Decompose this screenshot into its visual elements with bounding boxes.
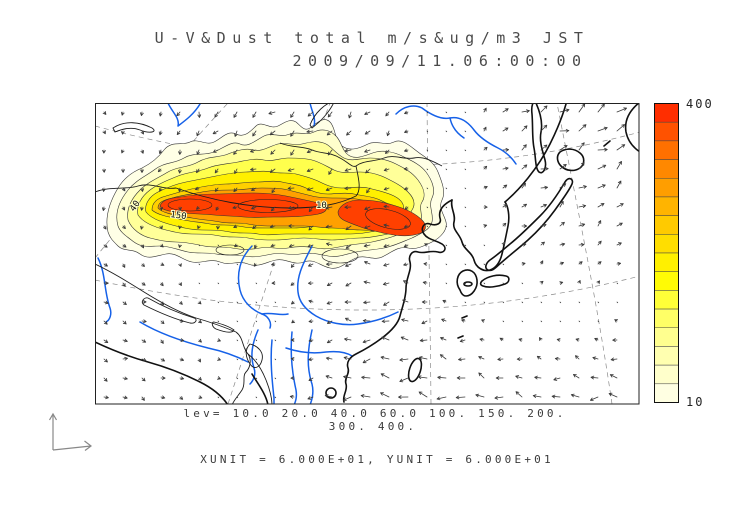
contour-label-10: 10 <box>316 201 327 211</box>
coastline-layer <box>95 103 639 404</box>
colorbar: 400 10 <box>654 97 714 409</box>
plot-title: U-V&Dust total m/s&ug/m3 JST <box>155 29 590 47</box>
colorbar-frame <box>654 103 679 403</box>
wind-vector-field <box>102 103 627 401</box>
dust-concentration-contours <box>106 119 447 269</box>
colorbar-max-label: 400 <box>686 97 714 111</box>
colorbar-segments <box>654 103 679 403</box>
map-frame <box>95 103 640 405</box>
colorbar-min-label: 10 <box>686 395 704 409</box>
river-layer <box>97 103 517 404</box>
map-area: 40 150 10 <box>95 103 639 404</box>
contour-label-150: 150 <box>170 210 187 222</box>
plot-timestamp: 2009/09/11.06:00:00 <box>292 52 587 70</box>
contour-levels-line2: 300. 400. <box>329 420 417 433</box>
axis-arrows-icon <box>48 412 92 451</box>
vector-units-label: XUNIT = 6.000E+01, YUNIT = 6.000E+01 <box>200 453 554 466</box>
contour-levels-line1: lev= 10.0 20.0 40.0 60.0 100. 150. 200. <box>183 407 566 420</box>
